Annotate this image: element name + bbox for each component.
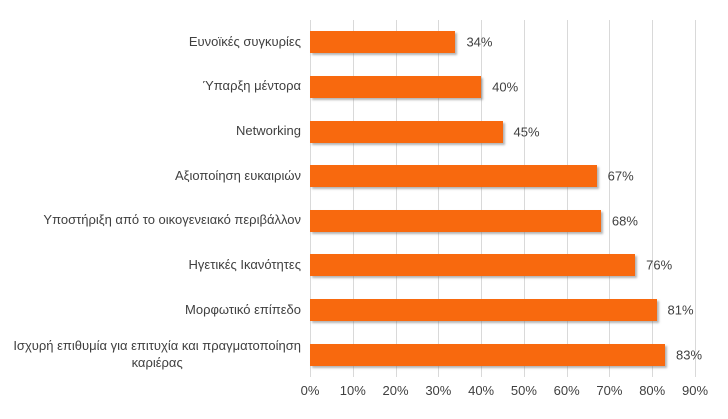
value-label: 34% bbox=[466, 34, 493, 50]
bar-row: Ευνοϊκές συγκυρίες 34% bbox=[0, 20, 695, 65]
x-tick-label: 20% bbox=[382, 383, 409, 398]
category-label: Ευνοϊκές συγκυρίες bbox=[0, 20, 310, 65]
value-label: 45% bbox=[513, 124, 540, 140]
x-axis: 0% 10% 20% 30% 40% 50% 60% 70% 80% 90% bbox=[301, 383, 708, 401]
category-label-text: Networking bbox=[235, 123, 301, 139]
bar-row: Αξιοποίηση ευκαιριών 67% bbox=[0, 154, 695, 199]
bar-track: 76% bbox=[310, 243, 695, 288]
bar-track: 81% bbox=[310, 288, 695, 333]
bar-row: Networking 45% bbox=[0, 109, 695, 154]
gridline bbox=[566, 20, 568, 377]
x-tick-label: 80% bbox=[639, 383, 666, 398]
x-tick-label: 70% bbox=[596, 383, 623, 398]
category-label-text: Μορφωτικό επίπεδο bbox=[185, 301, 301, 317]
category-label-text: Ύπαρξη μέντορα bbox=[202, 78, 301, 94]
gridline bbox=[395, 20, 397, 377]
category-label-text: Υποστήριξη από το οικογενειακό περιβάλλο… bbox=[43, 212, 301, 228]
gridlines bbox=[310, 20, 696, 377]
value-label: 67% bbox=[607, 168, 634, 184]
category-label: Υποστήριξη από το οικογενειακό περιβάλλο… bbox=[0, 199, 310, 244]
x-tick-label: 90% bbox=[681, 383, 709, 398]
category-label-text: Ισχυρή επιθυμία για επιτυχία και πραγματ… bbox=[13, 337, 301, 370]
value-label: 68% bbox=[611, 213, 638, 229]
bar bbox=[310, 75, 482, 98]
gridline bbox=[652, 20, 654, 377]
bar-row: Μορφωτικό επίπεδο 81% bbox=[0, 288, 695, 333]
value-label: 83% bbox=[676, 347, 703, 363]
category-label: Networking bbox=[0, 109, 310, 154]
bar-track: 40% bbox=[310, 65, 695, 110]
x-tick-label: 40% bbox=[468, 383, 495, 398]
bar-row: Ύπαρξη μέντορα 40% bbox=[0, 65, 695, 110]
value-label: 81% bbox=[667, 302, 694, 318]
value-label: 40% bbox=[492, 79, 519, 95]
x-tick-label: 60% bbox=[553, 383, 580, 398]
bar bbox=[310, 31, 456, 54]
x-tick-label: 10% bbox=[339, 383, 366, 398]
gridline bbox=[438, 20, 440, 377]
bar-track: 68% bbox=[310, 199, 695, 244]
bar bbox=[310, 209, 601, 232]
bar bbox=[310, 299, 657, 322]
gridline bbox=[609, 20, 611, 377]
category-label: Ισχυρή επιθυμία για επιτυχία και πραγματ… bbox=[0, 332, 310, 377]
gridline bbox=[352, 20, 354, 377]
category-label: Ηγετικές Ικανότητες bbox=[0, 243, 310, 288]
x-tick-label: 0% bbox=[300, 383, 320, 398]
x-tick-label: 50% bbox=[510, 383, 537, 398]
bar-track: 34% bbox=[310, 20, 695, 65]
bar-track: 45% bbox=[310, 109, 695, 154]
category-label: Μορφωτικό επίπεδο bbox=[0, 288, 310, 333]
category-label: Αξιοποίηση ευκαιριών bbox=[0, 154, 310, 199]
gridline bbox=[523, 20, 525, 377]
gridline bbox=[481, 20, 483, 377]
x-tick-label: 30% bbox=[425, 383, 452, 398]
gridline bbox=[695, 20, 696, 377]
category-label-text: Ηγετικές Ικανότητες bbox=[188, 256, 301, 272]
bar-row: Υποστήριξη από το οικογενειακό περιβάλλο… bbox=[0, 199, 695, 244]
bar bbox=[310, 343, 666, 366]
value-label: 76% bbox=[646, 257, 673, 273]
gridline bbox=[310, 20, 311, 377]
category-label-text: Αξιοποίηση ευκαιριών bbox=[174, 167, 301, 183]
category-label: Ύπαρξη μέντορα bbox=[0, 65, 310, 110]
bar-track: 83% bbox=[310, 332, 702, 377]
bar-row: Ηγετικές Ικανότητες 76% bbox=[0, 243, 695, 288]
bar-track: 67% bbox=[310, 154, 695, 199]
bar bbox=[310, 120, 503, 143]
category-label-text: Ευνοϊκές συγκυρίες bbox=[188, 33, 301, 49]
bar bbox=[310, 165, 597, 188]
plot-area: Ευνοϊκές συγκυρίες 34% Ύπαρξη μέντορα 40% Ne… bbox=[0, 20, 702, 377]
bar-row: Ισχυρή επιθυμία για επιτυχία και πραγματ… bbox=[0, 332, 702, 377]
bar bbox=[310, 254, 636, 277]
